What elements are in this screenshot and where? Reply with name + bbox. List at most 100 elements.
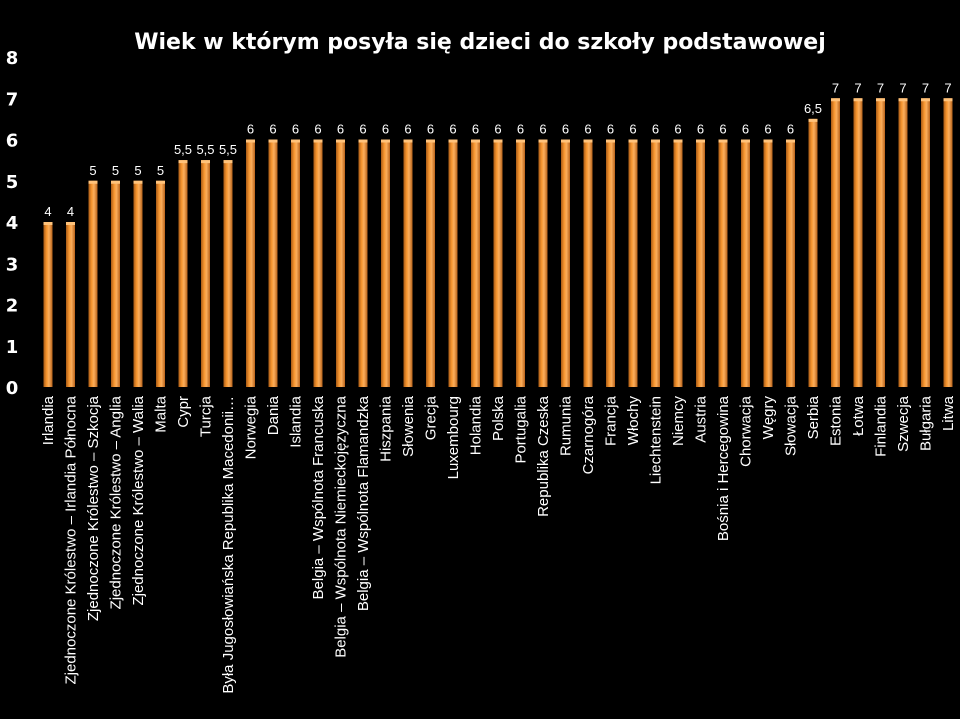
y-tick-label: 2 [6, 296, 19, 317]
bar-top-highlight [718, 139, 728, 143]
bar [426, 139, 435, 387]
bar-top-highlight [223, 160, 233, 164]
bar [718, 139, 728, 387]
bar [493, 139, 503, 387]
y-axis: 0 1 2 3 4 5 6 7 8 [6, 48, 19, 399]
data-label: 6 [449, 122, 456, 137]
x-tick-label: Belgia – Wspólnota Flamandzka [355, 395, 372, 611]
x-tick-label: Zjednoczone Królestwo – Anglia [108, 395, 125, 609]
data-label: 6 [359, 122, 366, 137]
data-label: 6 [652, 122, 659, 137]
x-tick-label: Portugalia [513, 395, 530, 463]
bar [808, 118, 818, 387]
bar [471, 139, 480, 387]
data-label: 6 [292, 122, 299, 137]
bar-top-highlight [696, 139, 705, 143]
bar [741, 139, 750, 387]
data-label: 6 [764, 122, 771, 137]
bar [921, 98, 930, 387]
x-tick-label: Islandia [288, 395, 305, 447]
bar-top-highlight [673, 139, 683, 143]
bar [133, 180, 143, 387]
data-label: 6 [674, 122, 681, 137]
data-label: 5,5 [219, 142, 237, 157]
data-label: 6 [517, 122, 524, 137]
data-label: 6 [337, 122, 344, 137]
data-label: 7 [944, 80, 951, 95]
bar [628, 139, 638, 387]
data-labels: 4 45 5 5 55,5 5,5 5,56 6 6 6 6 6 6 6 6 6 6 6 6 6 6 6 6 6 6 6 6 6 6 6 6… [44, 80, 951, 219]
data-label: 6 [269, 122, 276, 137]
x-tick-label: Republika Czeska [535, 395, 552, 517]
x-tick-label: Szwecja [895, 395, 912, 452]
x-tick-label: Węgry [760, 396, 777, 440]
x-tick-label: Zjednoczone Królestwo – Walia [130, 395, 147, 605]
data-label: 6,5 [804, 101, 822, 116]
x-tick-label: Serbia [805, 395, 822, 439]
data-label: 5 [89, 163, 96, 178]
bar-top-highlight [381, 139, 390, 143]
bar-top-highlight [516, 139, 525, 143]
x-tick-label: Estonia [828, 395, 845, 446]
y-tick-label: 7 [6, 89, 19, 110]
data-label: 7 [899, 80, 906, 95]
bar [696, 139, 705, 387]
bar [291, 139, 300, 387]
bar-top-highlight [651, 139, 660, 143]
data-label: 7 [854, 80, 861, 95]
data-label: 6 [539, 122, 546, 137]
bar [178, 160, 188, 387]
data-label: 5 [112, 163, 119, 178]
bar-top-highlight [808, 118, 818, 122]
data-label: 6 [314, 122, 321, 137]
y-tick-label: 4 [6, 213, 19, 234]
bar-top-highlight [763, 139, 773, 143]
data-label: 6 [719, 122, 726, 137]
bar-top-highlight [268, 139, 278, 143]
bar [651, 139, 660, 387]
bar-top-highlight [471, 139, 480, 143]
bar [448, 139, 458, 387]
bar [156, 180, 165, 387]
x-tick-label: Łotwa [850, 395, 867, 436]
bar [336, 139, 345, 387]
bar-top-highlight [403, 139, 413, 143]
bar-top-highlight [538, 139, 548, 143]
data-label: 6 [697, 122, 704, 137]
data-label: 6 [404, 122, 411, 137]
bar [831, 98, 840, 387]
bar [381, 139, 390, 387]
x-tick-label: Bośnia i Hercegowina [715, 395, 732, 541]
x-tick-label: Rumunia [558, 395, 575, 456]
x-tick-label: Belgia – Wspólnota Francuska [310, 395, 327, 599]
bar [43, 222, 53, 387]
bar [786, 139, 795, 387]
bar-top-highlight [178, 160, 188, 164]
x-tick-label: Czarnogóra [580, 395, 597, 474]
data-label: 7 [832, 80, 839, 95]
x-tick-label: Norwegia [243, 395, 260, 459]
x-tick-label: Bułgaria [918, 395, 935, 451]
bar-top-highlight [156, 180, 165, 184]
bar [403, 139, 413, 387]
x-tick-label: Słowenia [400, 395, 417, 457]
chart-title: Wiek w którym posyła się dzieci do szkoł… [134, 30, 826, 55]
data-label: 6 [742, 122, 749, 137]
bar-top-highlight [111, 180, 120, 184]
bar-top-highlight [201, 160, 210, 164]
bar-top-highlight [336, 139, 345, 143]
bar [246, 139, 255, 387]
x-tick-label: Belgia – Wspólnota Niemieckojęzyczna [333, 395, 350, 657]
y-tick-label: 8 [6, 48, 19, 69]
bar [268, 139, 278, 387]
bar [853, 98, 863, 387]
bar [88, 180, 98, 387]
bar-top-highlight [291, 139, 300, 143]
bar-top-highlight [853, 98, 863, 102]
data-label: 6 [382, 122, 389, 137]
data-label: 5,5 [174, 142, 192, 157]
x-tick-label: Litwa [940, 395, 957, 431]
bar [201, 160, 210, 387]
bar-top-highlight [43, 222, 53, 225]
bar-top-highlight [921, 98, 930, 102]
